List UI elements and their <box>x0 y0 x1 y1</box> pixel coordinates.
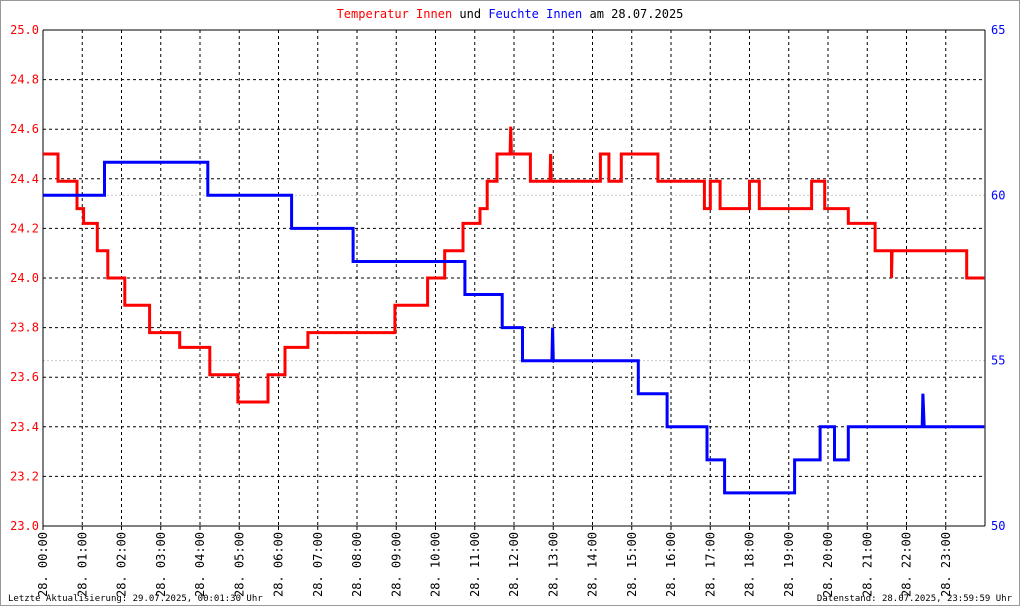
x-tick-label: 28. 08:00 <box>350 532 364 597</box>
x-tick-label: 28. 03:00 <box>154 532 168 597</box>
y-tick-label: 23.2 <box>10 469 39 483</box>
y-tick-label: 24.4 <box>10 172 39 186</box>
y2-tick-label: 65 <box>991 23 1005 37</box>
series-line <box>43 160 985 495</box>
title-series-2: Feuchte Innen <box>488 7 582 21</box>
y-tick-label: 24.6 <box>10 122 39 136</box>
x-tick-label: 28. 01:00 <box>75 532 89 597</box>
x-tick-label: 28. 23:00 <box>939 532 953 597</box>
y-tick-label: 23.8 <box>10 321 39 335</box>
x-tick-label: 28. 07:00 <box>311 532 325 597</box>
x-tick-label: 28. 10:00 <box>429 532 443 597</box>
x-tick-label: 28. 04:00 <box>193 532 207 597</box>
x-tick-label: 28. 06:00 <box>272 532 286 597</box>
title-date: am 28.07.2025 <box>589 7 683 21</box>
x-tick-label: 28. 20:00 <box>821 532 835 597</box>
x-tick-label: 28. 22:00 <box>900 532 914 597</box>
y-tick-label: 24.8 <box>10 73 39 87</box>
y-tick-label: 24.2 <box>10 221 39 235</box>
x-tick-label: 28. 16:00 <box>664 532 678 597</box>
x-tick-label: 28. 09:00 <box>389 532 403 597</box>
y2-tick-label: 55 <box>991 354 1005 368</box>
x-tick-label: 28. 15:00 <box>625 532 639 597</box>
chart-title: Temperatur Innen und Feuchte Innen am 28… <box>337 7 684 21</box>
x-tick-label: 28. 18:00 <box>743 532 757 597</box>
y2-tick-label: 60 <box>991 188 1005 202</box>
x-tick-label: 28. 14:00 <box>586 532 600 597</box>
title-joiner: und <box>459 7 481 21</box>
footer-left: Letzte Aktualisierung: 29.07.2025, 00:01… <box>8 594 263 604</box>
x-tick-label: 28. 17:00 <box>703 532 717 597</box>
x-tick-label: 28. 11:00 <box>468 532 482 597</box>
title-series-1: Temperatur Innen <box>337 7 453 21</box>
footer-right: Datenstand: 28.07.2025, 23:59:59 Uhr <box>817 594 1013 604</box>
y-tick-label: 23.4 <box>10 420 39 434</box>
x-tick-label: 28. 00:00 <box>36 532 50 597</box>
x-tick-label: 28. 02:00 <box>115 532 129 597</box>
x-tick-label: 28. 05:00 <box>232 532 246 597</box>
y-tick-label: 23.0 <box>10 519 39 533</box>
y2-tick-label: 50 <box>991 519 1005 533</box>
x-tick-label: 28. 12:00 <box>507 532 521 597</box>
series-line <box>43 126 985 404</box>
y-tick-label: 23.6 <box>10 370 39 384</box>
y-tick-label: 24.0 <box>10 271 39 285</box>
x-tick-label: 28. 13:00 <box>546 532 560 597</box>
x-tick-label: 28. 19:00 <box>782 532 796 597</box>
x-tick-label: 28. 21:00 <box>860 532 874 597</box>
y-tick-label: 25.0 <box>10 23 39 37</box>
